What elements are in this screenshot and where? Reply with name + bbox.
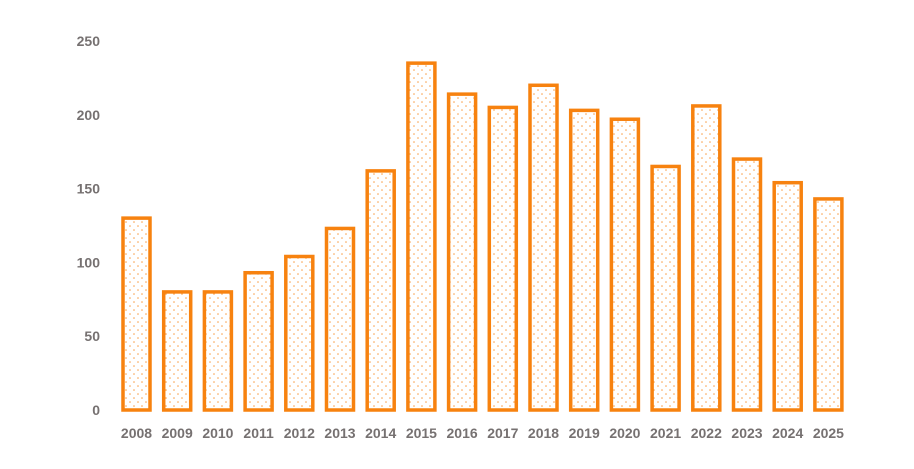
x-tick-label: 2018: [528, 425, 559, 441]
x-tick-label: 2022: [691, 425, 722, 441]
bar-2012: [284, 254, 315, 412]
x-tick-label: 2014: [365, 425, 396, 441]
bar-2021: [650, 164, 681, 412]
bar-2022: [691, 104, 722, 412]
y-axis: 0 50 100 150 200 250: [77, 33, 101, 418]
y-tick-label: 150: [77, 181, 101, 197]
bar-2010: [202, 290, 234, 412]
bar-2008: [121, 216, 152, 412]
y-tick-label: 200: [77, 107, 101, 123]
bar-2011: [243, 270, 274, 412]
bar-2024: [772, 180, 803, 412]
x-tick-label: 2024: [772, 425, 803, 441]
bar-2023: [731, 157, 763, 412]
x-tick-label: 2009: [162, 425, 193, 441]
x-tick-label: 2021: [650, 425, 681, 441]
bar-2013: [324, 226, 356, 412]
x-tick-label: 2012: [284, 425, 315, 441]
y-tick-label: 100: [77, 254, 101, 270]
x-tick-label: 2010: [202, 425, 233, 441]
bar-2014: [365, 169, 396, 412]
y-tick-label: 250: [77, 33, 101, 49]
bar-2018: [528, 83, 559, 412]
y-tick-label: 50: [84, 328, 100, 344]
x-tick-label: 2019: [569, 425, 600, 441]
x-axis: 2008 2009 2010 2011 2012 2013 2014 2015 2016 2017…: [121, 425, 844, 441]
x-tick-label: 2017: [487, 425, 518, 441]
y-tick-label: 0: [92, 402, 100, 418]
bar-2020: [609, 117, 641, 412]
bar-2016: [446, 92, 478, 412]
x-tick-label: 2011: [243, 425, 274, 441]
bar-2017: [487, 105, 519, 412]
bar-2009: [161, 290, 193, 412]
bar-2015: [406, 61, 437, 412]
x-tick-label: 2015: [406, 425, 437, 441]
x-tick-label: 2013: [324, 425, 355, 441]
x-tick-label: 2025: [813, 425, 844, 441]
x-tick-label: 2016: [447, 425, 478, 441]
x-tick-label: 2008: [121, 425, 152, 441]
x-tick-label: 2023: [731, 425, 762, 441]
bar-2025: [813, 197, 844, 412]
bar-2019: [568, 108, 600, 412]
x-tick-label: 2020: [609, 425, 640, 441]
bars: [121, 61, 844, 412]
